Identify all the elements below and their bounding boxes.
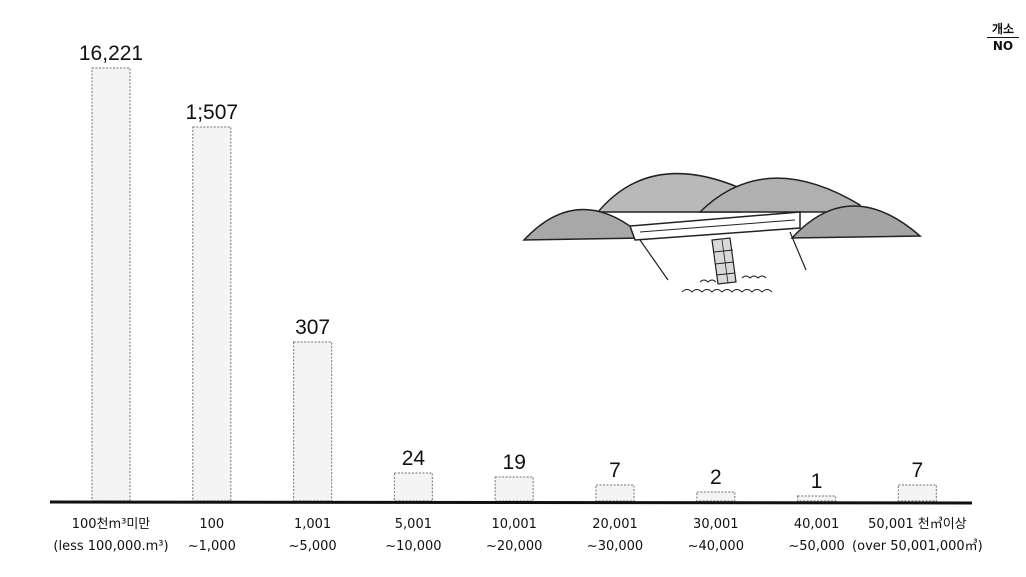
unit-label-english: NO <box>992 39 1014 53</box>
x-tick-label-8-line-2: ~50,000 <box>788 539 844 554</box>
x-tick-label-8-line-1: 40,001 <box>794 517 840 532</box>
x-tick-label-6-line-1: 20,001 <box>592 517 638 532</box>
data-label-6: 7 <box>609 459 621 482</box>
x-tick-label-2-line-2: ~1,000 <box>188 539 236 554</box>
x-tick-label-7-line-2: ~40,000 <box>688 539 744 554</box>
bar-4 <box>393 472 433 502</box>
x-tick-label-5-line-1: 10,001 <box>491 517 537 532</box>
labels-group: 16,221 100천m³미만 (less 100,000.m³) 1;507 100 ~… <box>53 42 982 554</box>
bar-7 <box>696 491 736 502</box>
bar-3 <box>293 341 333 502</box>
bar-5 <box>494 476 534 502</box>
x-tick-label-3-line-1: 1,001 <box>294 517 331 532</box>
bar-9 <box>897 484 938 502</box>
x-tick-label-5-line-2: ~20,000 <box>486 539 542 554</box>
x-tick-label-4-line-2: ~10,000 <box>385 539 441 554</box>
bars-group <box>91 67 938 502</box>
x-tick-label-9-line-1: 50,001 천㎥이상 <box>868 517 967 532</box>
unit-label: 개소 NO <box>987 22 1019 53</box>
bar-8 <box>796 495 837 502</box>
x-tick-label-9-line-2: (over 50,001,000㎥) <box>852 539 983 554</box>
data-label-8: 1 <box>811 470 823 493</box>
reservoir-dam-illustration <box>522 172 922 293</box>
data-label-3: 307 <box>295 316 330 339</box>
data-label-1: 16,221 <box>79 42 143 65</box>
x-tick-label-1-line-2: (less 100,000.m³) <box>53 539 168 554</box>
unit-label-korean: 개소 <box>987 22 1019 38</box>
x-tick-label-3-line-2: ~5,000 <box>289 539 337 554</box>
x-tick-label-4-line-1: 5,001 <box>395 517 432 532</box>
data-label-2: 1;507 <box>186 101 239 124</box>
x-tick-label-6-line-2: ~30,000 <box>587 539 643 554</box>
x-tick-label-2-line-1: 100 <box>199 517 224 532</box>
data-label-5: 19 <box>503 451 526 474</box>
x-axis-baseline <box>49 500 973 505</box>
data-label-9: 7 <box>912 459 924 482</box>
x-tick-label-1-line-1: 100천m³미만 <box>72 517 151 532</box>
bar-6 <box>595 484 635 502</box>
data-label-7: 2 <box>710 466 722 489</box>
bar-2 <box>192 126 232 502</box>
data-label-4: 24 <box>402 447 426 470</box>
x-tick-label-7-line-1: 30,001 <box>693 517 739 532</box>
bar-1 <box>91 67 131 502</box>
